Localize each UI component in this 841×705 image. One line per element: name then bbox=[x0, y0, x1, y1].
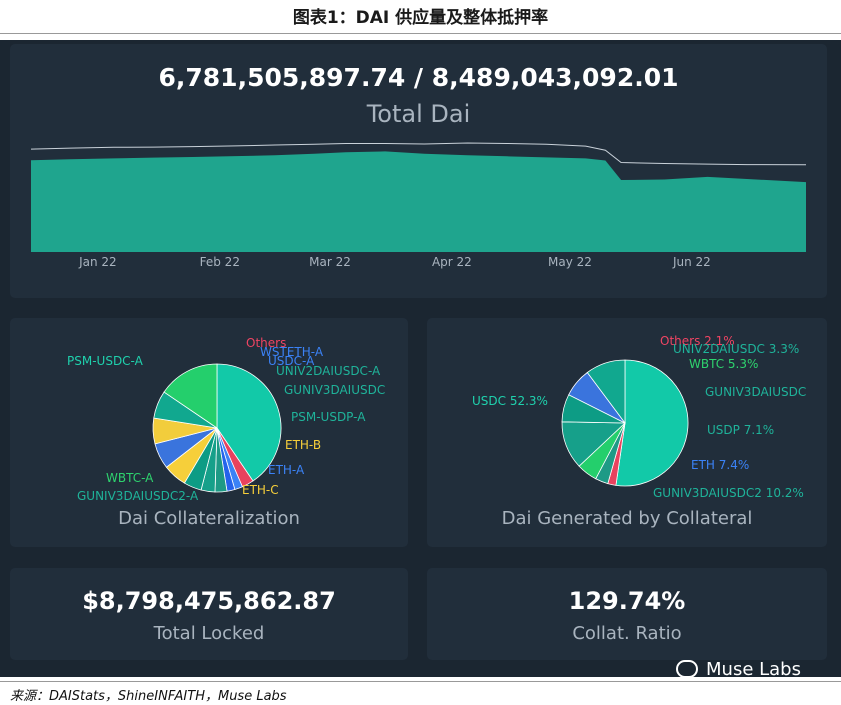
total-locked-card: $8,798,475,862.87 Total Locked bbox=[10, 568, 408, 660]
dashboard: 6,781,505,897.74 / 8,489,043,092.01 Tota… bbox=[0, 40, 841, 677]
x-tick-label: Apr 22 bbox=[432, 255, 472, 269]
pie-slice-label: WSTETH-A bbox=[260, 345, 324, 359]
watermark-text: Muse Labs bbox=[706, 658, 801, 680]
x-tick-label: Jun 22 bbox=[672, 255, 711, 269]
pie-slice-label: PSM-USDP-A bbox=[291, 410, 366, 424]
x-tick-label: Feb 22 bbox=[200, 255, 240, 269]
supply-value: 6,781,505,897.74 / 8,489,043,092.01 bbox=[158, 63, 679, 92]
title-divider bbox=[0, 33, 841, 34]
figure-title: 图表1：DAI 供应量及整体抵押率 bbox=[292, 8, 549, 28]
pie-slice-label: GUNIV3DAIUSDC2-A bbox=[77, 489, 199, 503]
pie-slice bbox=[615, 359, 689, 487]
watermark: Muse Labs bbox=[676, 657, 801, 681]
pie-slice-label: WBTC 5.3% bbox=[689, 357, 758, 371]
collateralization-card: PSM-USDC-A Others WSTETH-A USDC-A UNIV2DAIUS… bbox=[10, 318, 408, 547]
pie-slice-label: GUNIV3DAIUSDC bbox=[284, 383, 385, 397]
source-note: 来源：DAIStats，ShineINFAITH，Muse Labs bbox=[10, 689, 287, 704]
debt-ceiling-line bbox=[30, 142, 807, 166]
source-divider bbox=[0, 681, 841, 682]
total-locked-value: $8,798,475,862.87 bbox=[82, 587, 336, 615]
collateralization-title: Dai Collateralization bbox=[118, 508, 300, 529]
supply-label: Total Dai bbox=[366, 100, 471, 128]
pie-slice-label: Others bbox=[246, 336, 286, 350]
collat-ratio-card: 129.74% Collat. Ratio bbox=[427, 568, 827, 660]
pie-slice-label: ETH-A bbox=[268, 463, 305, 477]
collat-ratio-label: Collat. Ratio bbox=[572, 623, 682, 644]
pie-slice bbox=[163, 363, 218, 429]
supply-card: 6,781,505,897.74 / 8,489,043,092.01 Tota… bbox=[10, 44, 827, 298]
pie-slice-label: UNIV2DAIUSDC 3.3% bbox=[673, 342, 799, 356]
x-tick-label: Jan 22 bbox=[78, 255, 117, 269]
pie-slice-label: PSM-USDC-A bbox=[67, 354, 144, 368]
total-locked-label: Total Locked bbox=[153, 623, 265, 644]
wechat-icon bbox=[676, 660, 698, 678]
supply-area-chart: Jan 22 Feb 22 Mar 22 Apr 22 May 22 Jun 22 bbox=[30, 142, 807, 269]
pie-slice-label: GUNIV3DAIUSDC2 10.2% bbox=[653, 486, 804, 500]
pie-slice-label: WBTC-A bbox=[106, 471, 154, 485]
dai-generated-pie-chart: USDC 52.3% Others 2.1%UNIV2DAIUSDC 3.3%WB… bbox=[472, 334, 806, 500]
collat-ratio-value: 129.74% bbox=[568, 587, 686, 615]
pie-slice-label: USDP 7.1% bbox=[707, 423, 774, 437]
pie-slice-label: Others 2.1% bbox=[660, 334, 735, 348]
pie-slice bbox=[586, 359, 626, 425]
x-tick-label: Mar 22 bbox=[309, 255, 351, 269]
pie-slice-label: ETH 7.4% bbox=[691, 458, 749, 472]
supply-area bbox=[31, 151, 806, 252]
pie-slice-label: USDC-A bbox=[268, 354, 315, 368]
collateralization-pie-chart: PSM-USDC-A OthersWSTETH-AUSDC-AUNIV2DAIUS… bbox=[67, 336, 385, 503]
pie-slice-label: UNIV2DAIUSDC-A bbox=[276, 364, 381, 378]
dai-generated-title: Dai Generated by Collateral bbox=[501, 508, 753, 529]
pie-slice-label: ETH-C bbox=[242, 483, 279, 497]
pie-slice-label: ETH-B bbox=[285, 438, 321, 452]
pie-slice-label: USDC 52.3% bbox=[472, 394, 548, 408]
pie-slice bbox=[216, 363, 282, 482]
dai-generated-card: USDC 52.3% Others 2.1% UNIV2DAIUSDC 3.3% WB… bbox=[427, 318, 827, 547]
pie-slice-label: GUNIV3DAIUSDC bbox=[705, 385, 806, 399]
x-tick-label: May 22 bbox=[548, 255, 592, 269]
